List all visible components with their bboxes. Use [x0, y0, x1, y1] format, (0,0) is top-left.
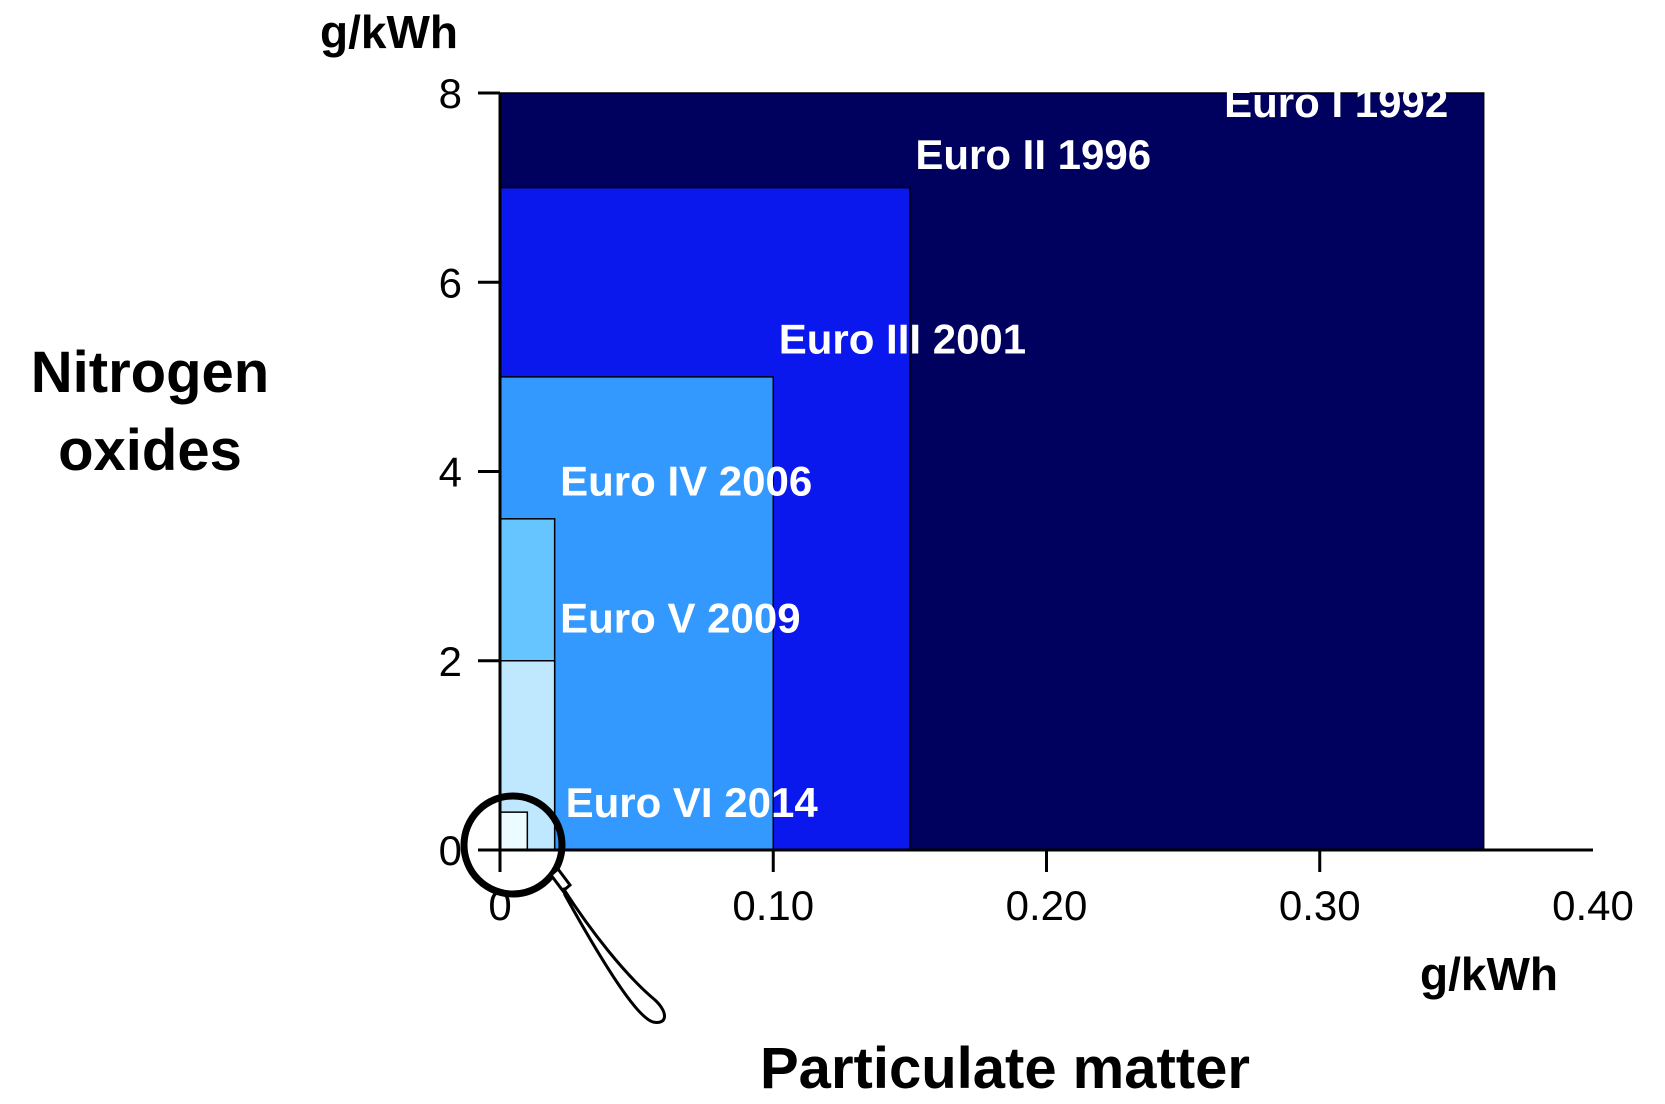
region-label-euro-ii-1996: Euro II 1996: [915, 131, 1151, 178]
x-unit-label: g/kWh: [1420, 948, 1558, 1000]
x-tick-label: 0.30: [1279, 882, 1361, 929]
x-tick-label: 0.10: [732, 882, 814, 929]
y-tick-label: 8: [439, 70, 462, 117]
x-axis-title: Particulate matter: [760, 1036, 1250, 1101]
region-euro-vi-2014: [499, 811, 529, 851]
y-tick-label: 0: [439, 827, 462, 874]
y-unit-label: g/kWh: [320, 6, 458, 58]
y-axis-title-line-2: oxides: [58, 418, 242, 483]
emission-regions: [499, 92, 1485, 851]
x-tick-label: 0.20: [1006, 882, 1088, 929]
region-label-euro-i-1992: Euro I 1992: [1224, 79, 1448, 126]
y-tick-label: 2: [439, 638, 462, 685]
region-label-euro-iv-2006: Euro IV 2006: [560, 457, 812, 504]
region-label-euro-vi-2014: Euro VI 2014: [566, 779, 819, 826]
region-label-euro-iii-2001: Euro III 2001: [779, 315, 1026, 362]
magnifier-icon: [460, 792, 666, 1024]
region-labels: Euro I 1992 Euro II 1996 Euro III 2001 Euro…: [560, 79, 1448, 826]
y-tick-label: 4: [439, 449, 462, 496]
y-axis-title-line-1: Nitrogen: [31, 340, 269, 405]
region-label-euro-v-2009: Euro V 2009: [560, 595, 800, 642]
y-tick-label: 6: [439, 259, 462, 306]
x-tick-label: 0.40: [1552, 882, 1634, 929]
